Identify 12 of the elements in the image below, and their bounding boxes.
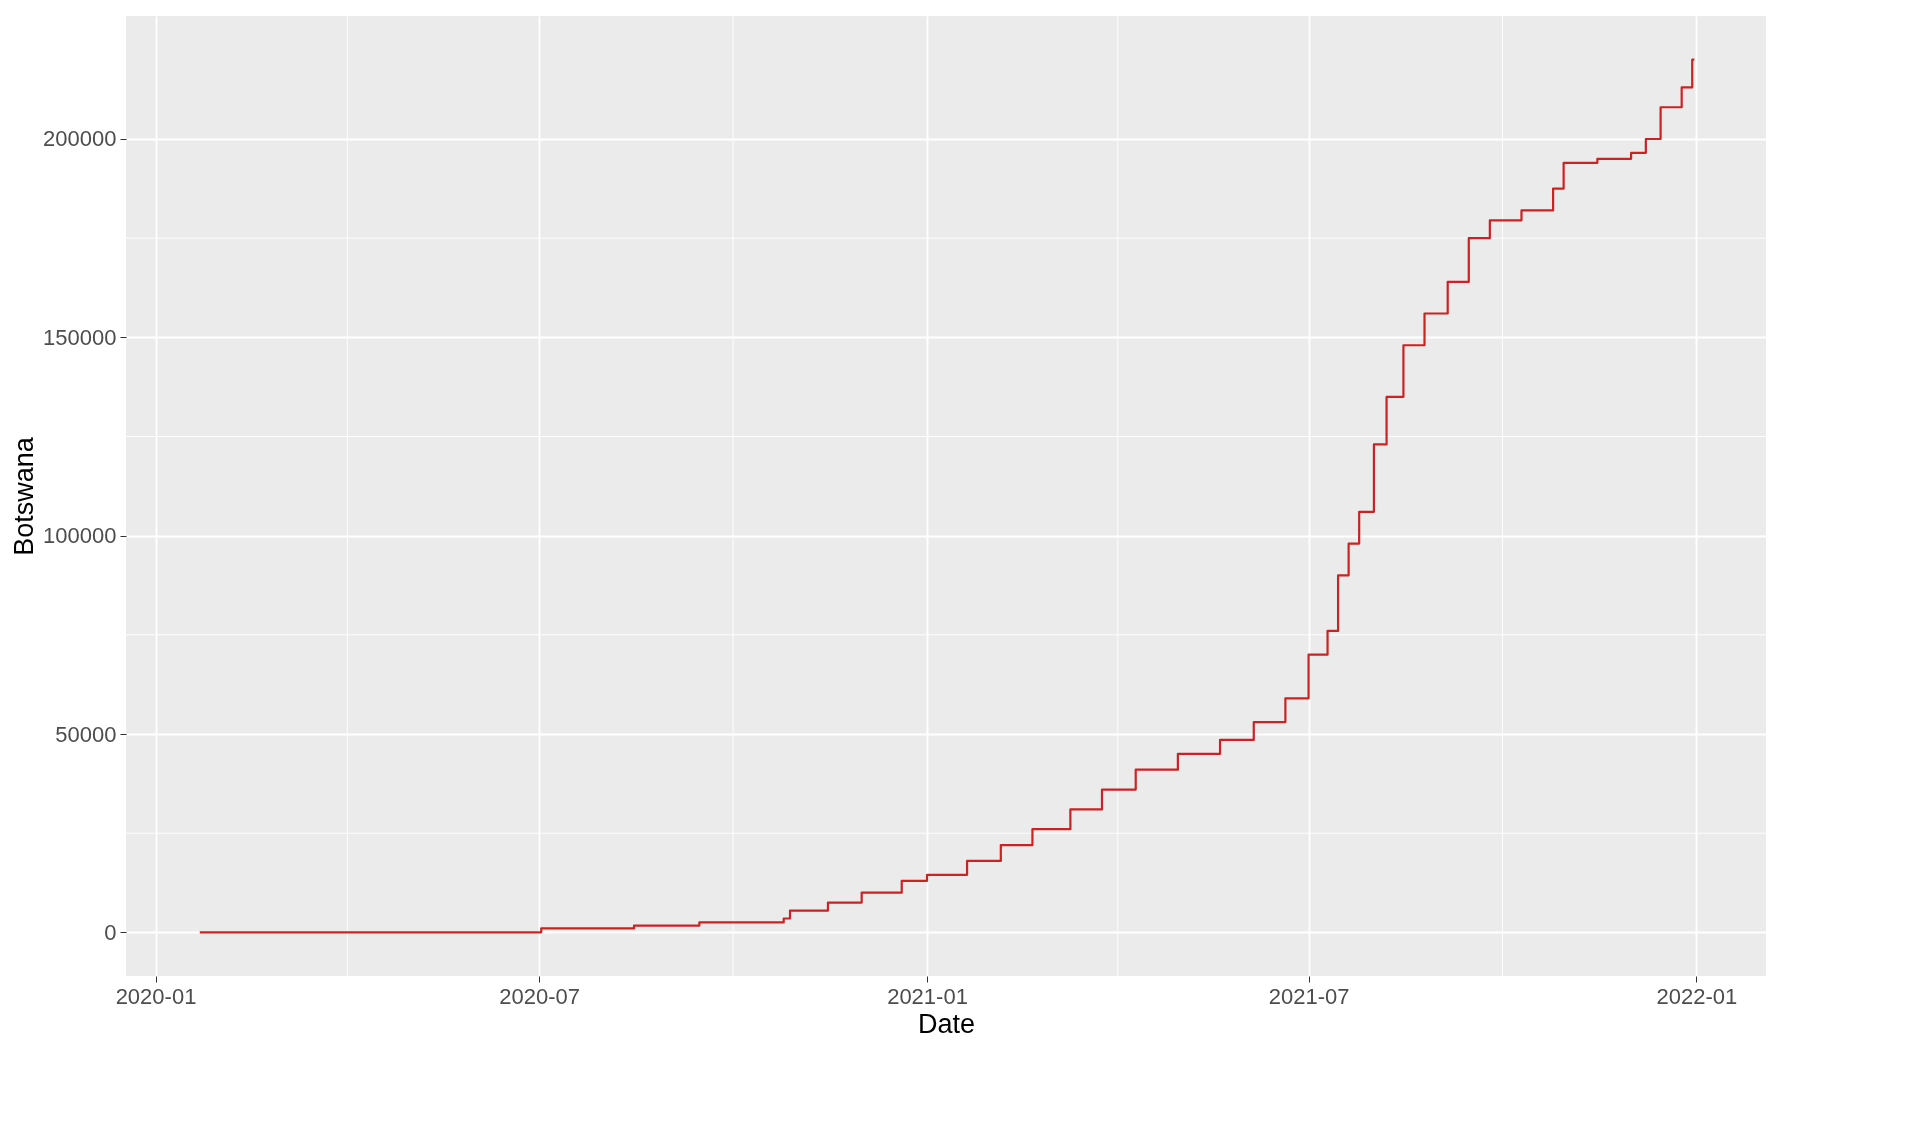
y-axis-title: Botswana <box>9 436 40 556</box>
x-tick-label: 2022-01 <box>1656 983 1738 1009</box>
x-tick-label: 2020-01 <box>115 983 197 1009</box>
x-axis-title: Date <box>917 1008 976 1039</box>
x-tick-label: 2021-01 <box>887 983 968 1009</box>
y-tick-label: 50000 <box>55 721 117 747</box>
y-tick-label: 150000 <box>43 324 117 350</box>
x-tick-label: 2021-07 <box>1268 983 1350 1009</box>
x-tick-label: 2020-07 <box>499 983 581 1009</box>
y-tick-label: 200000 <box>43 126 117 152</box>
y-tick-label: 100000 <box>43 523 117 549</box>
y-tick-label: 0 <box>104 919 117 945</box>
